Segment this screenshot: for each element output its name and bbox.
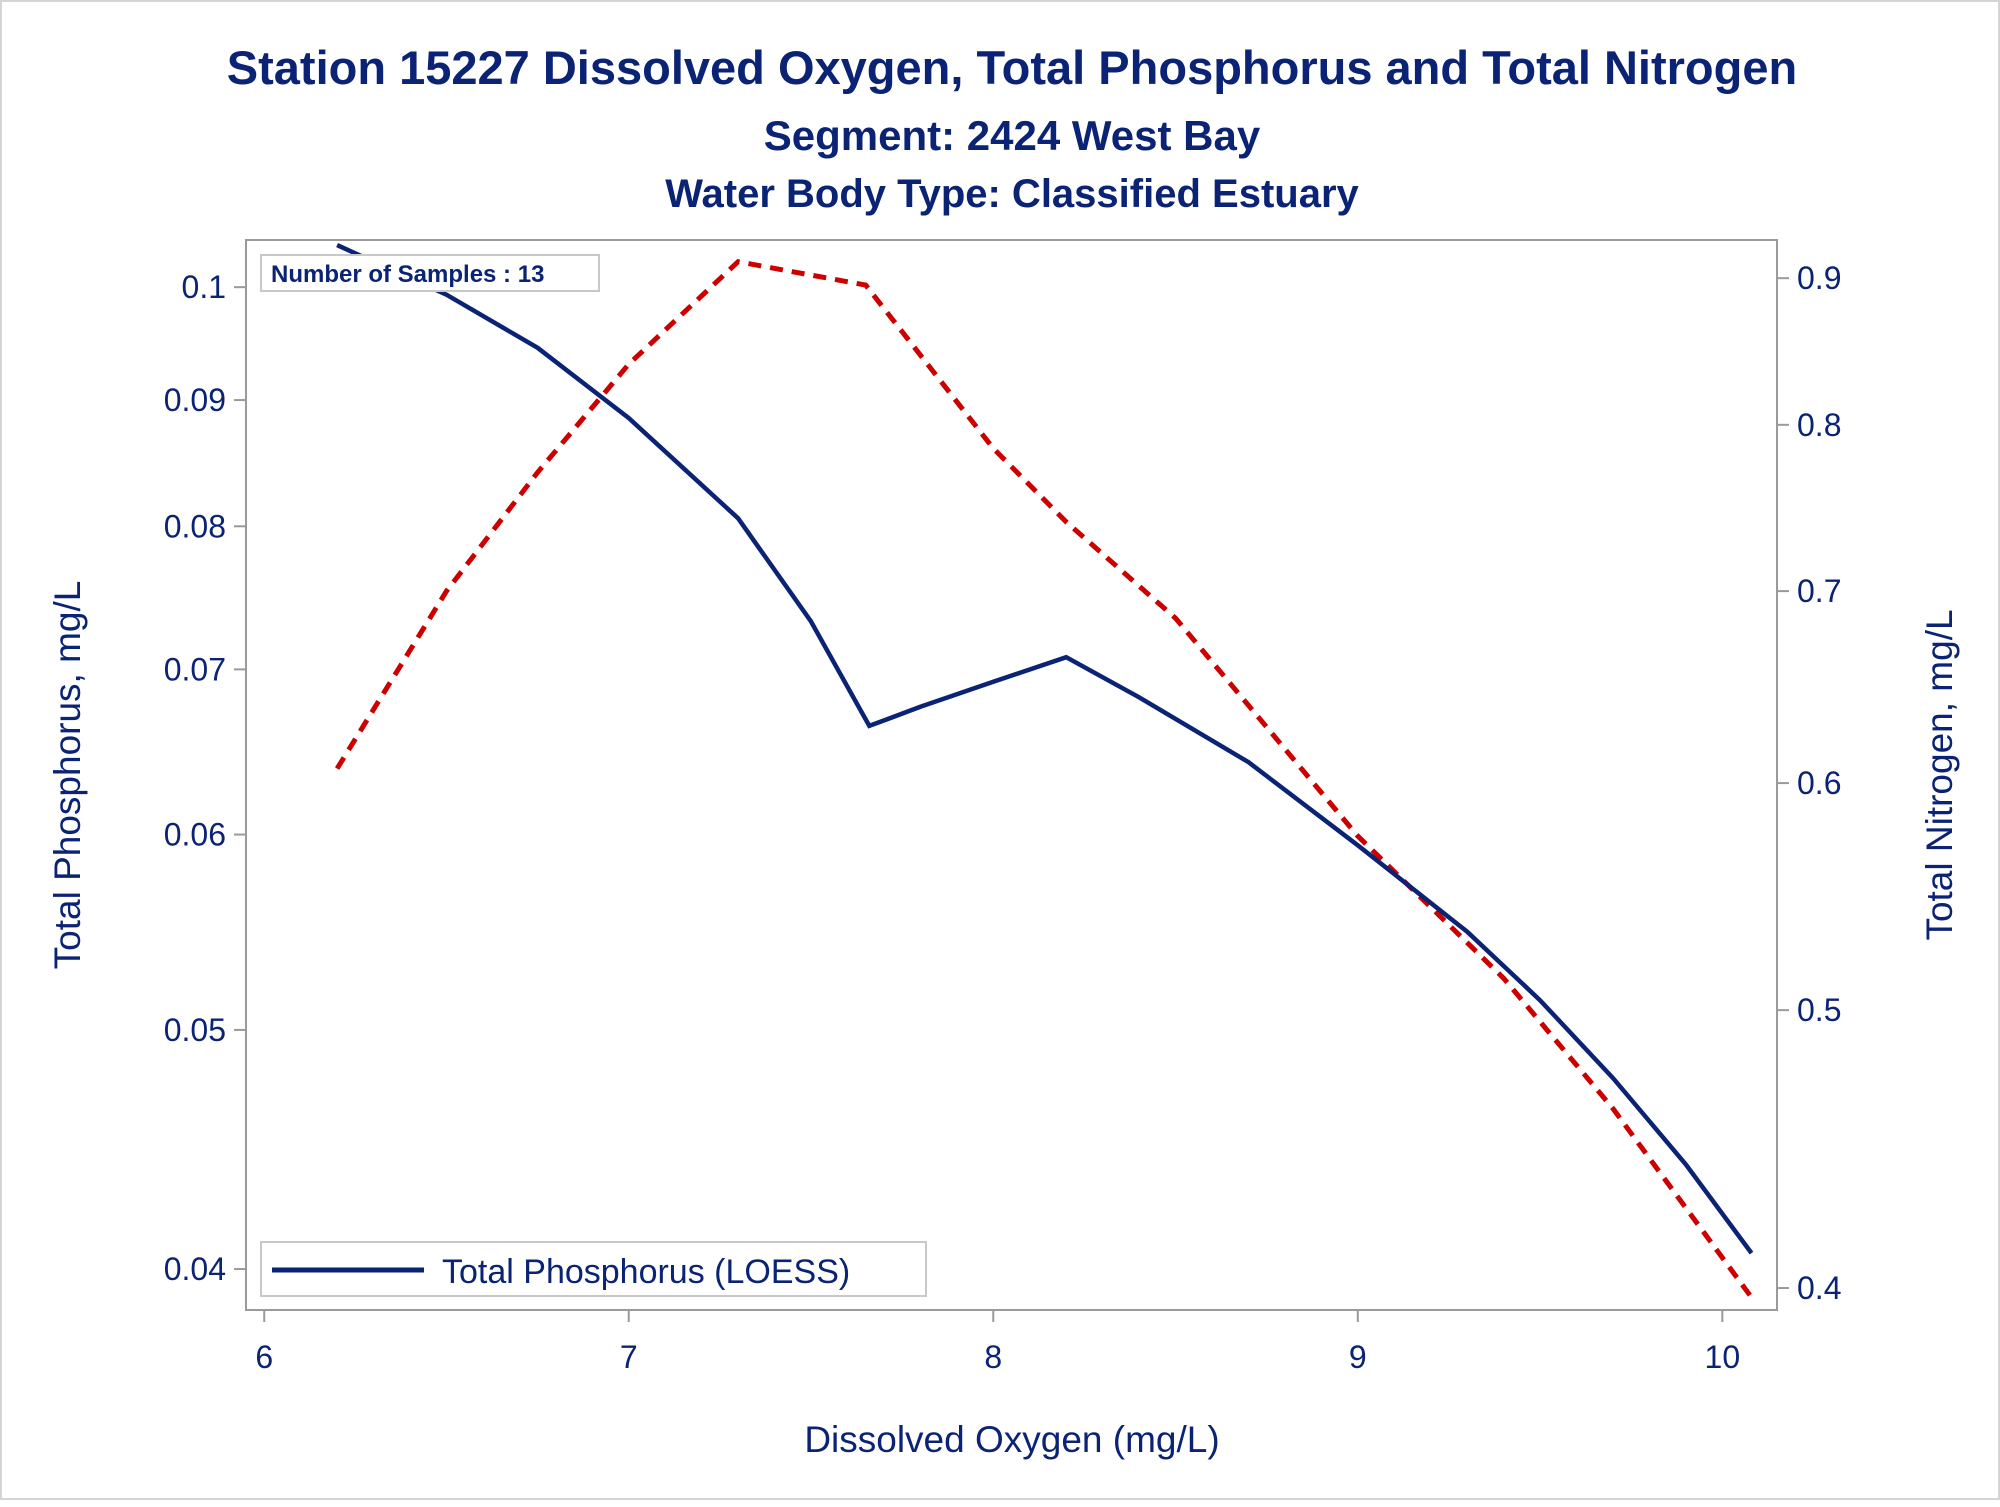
right-y-axis-ticks: 0.4 0.5 0.6 0.7 0.8 0.9 bbox=[1777, 260, 1841, 1306]
nitrogen-series-line bbox=[334, 259, 1754, 1299]
x-tick-label: 9 bbox=[1349, 1339, 1367, 1375]
x-tick-label: 8 bbox=[984, 1339, 1002, 1375]
legend: Total Phosphorus (LOESS) bbox=[260, 1241, 927, 1297]
chart-subtitle: Segment: 2424 West Bay bbox=[764, 112, 1261, 159]
x-tick-label: 7 bbox=[620, 1339, 638, 1375]
left-y-tick-label: 0.09 bbox=[164, 382, 226, 418]
legend-label-phosphorus: Total Phosphorus (LOESS) bbox=[442, 1253, 850, 1291]
right-y-tick-label: 0.5 bbox=[1797, 992, 1841, 1028]
left-y-axis-ticks: 0.04 0.05 0.06 0.07 0.08 0.09 0.1 bbox=[164, 269, 246, 1287]
right-y-tick-label: 0.7 bbox=[1797, 573, 1841, 609]
chart-title: Station 15227 Dissolved Oxygen, Total Ph… bbox=[227, 41, 1797, 94]
x-tick-label: 10 bbox=[1705, 1339, 1741, 1375]
left-y-axis-label: Total Phosphorus, mg/L bbox=[47, 581, 88, 970]
sample-count-box: Number of Samples : 13 bbox=[260, 254, 600, 292]
right-y-tick-label: 0.8 bbox=[1797, 407, 1841, 443]
sample-count-frame bbox=[260, 254, 600, 292]
left-y-tick-label: 0.1 bbox=[182, 269, 226, 305]
right-y-tick-label: 0.6 bbox=[1797, 765, 1841, 801]
sample-count-text: Number of Samples : 13 bbox=[271, 261, 544, 288]
right-y-tick-label: 0.4 bbox=[1797, 1270, 1841, 1306]
right-y-axis-label: Total Nitrogen, mg/L bbox=[1919, 609, 1960, 940]
left-y-tick-label: 0.07 bbox=[164, 651, 226, 687]
plot-area bbox=[245, 239, 1778, 1311]
left-y-tick-label: 0.05 bbox=[164, 1012, 226, 1048]
chart-subtitle-2: Water Body Type: Classified Estuary bbox=[665, 172, 1359, 216]
right-y-tick-label: 0.9 bbox=[1797, 260, 1841, 296]
left-y-tick-label: 0.04 bbox=[164, 1251, 226, 1287]
x-tick-label: 6 bbox=[255, 1339, 273, 1375]
x-axis-label: Dissolved Oxygen (mg/L) bbox=[804, 1419, 1219, 1460]
x-axis-ticks: 6 7 8 9 10 bbox=[255, 1310, 1740, 1375]
phosphorus-series-line bbox=[336, 243, 1754, 1255]
left-y-tick-label: 0.08 bbox=[164, 508, 226, 544]
left-y-tick-label: 0.06 bbox=[164, 817, 226, 853]
